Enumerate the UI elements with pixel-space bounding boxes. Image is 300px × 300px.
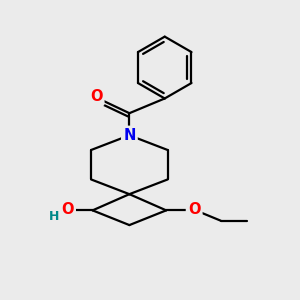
Text: H: H (49, 210, 59, 223)
Text: O: O (61, 202, 74, 217)
Text: O: O (188, 202, 200, 217)
Text: N: N (123, 128, 136, 143)
Text: O: O (90, 89, 102, 104)
